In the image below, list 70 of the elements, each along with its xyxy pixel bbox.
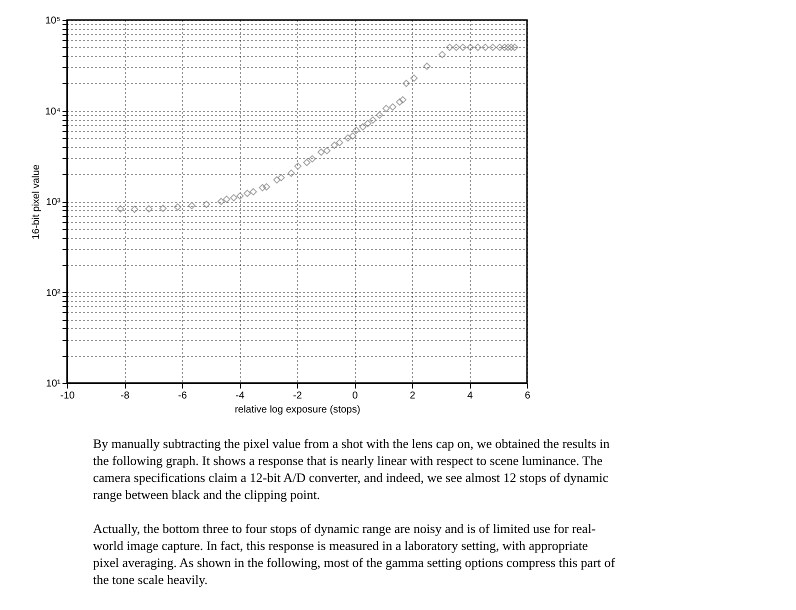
point bbox=[258, 184, 266, 192]
point bbox=[336, 138, 344, 146]
point bbox=[130, 206, 138, 213]
text: Actually, the bottom three to four stops of dynamic range are noisy and is of limited use for real-world image capture. In fact, this response is measured in a laboratory setting, with appropriate pixel averaging. As shown in the following, most of the gamma setting options compress this part of the tone scale heavily. bbox=[93, 521, 616, 587]
x-tick-label: -10 bbox=[60, 390, 76, 402]
point bbox=[352, 126, 360, 134]
point bbox=[236, 192, 244, 200]
y-axis-title: 16-bit pixel value bbox=[31, 164, 42, 240]
point bbox=[202, 200, 210, 208]
point bbox=[359, 123, 366, 131]
point bbox=[278, 174, 285, 182]
x-tick-label: 0 bbox=[352, 390, 358, 402]
y-tick-label: 10³ bbox=[46, 197, 62, 208]
point bbox=[489, 44, 496, 51]
point bbox=[317, 148, 325, 156]
point bbox=[423, 62, 431, 70]
point bbox=[294, 162, 302, 170]
point bbox=[288, 170, 295, 177]
point bbox=[369, 116, 377, 124]
x-axis-title: relative log exposure (stops) bbox=[234, 404, 360, 416]
point bbox=[303, 158, 310, 166]
point bbox=[459, 44, 467, 51]
point bbox=[250, 188, 257, 196]
point bbox=[410, 74, 418, 82]
point bbox=[482, 44, 489, 51]
point bbox=[376, 111, 384, 119]
point bbox=[364, 120, 372, 128]
point bbox=[188, 202, 196, 210]
point bbox=[466, 44, 474, 51]
point bbox=[389, 103, 396, 111]
y-tick-label: 10¹ bbox=[46, 378, 62, 390]
point bbox=[396, 98, 404, 106]
point bbox=[474, 44, 482, 51]
point bbox=[330, 142, 338, 149]
x-tick-label: -8 bbox=[120, 390, 130, 402]
point bbox=[230, 194, 238, 202]
point bbox=[222, 196, 230, 203]
x-tick-label: -2 bbox=[293, 390, 302, 402]
point bbox=[217, 198, 225, 206]
point bbox=[273, 176, 281, 184]
point bbox=[382, 104, 390, 112]
x-tick-label: 4 bbox=[467, 390, 474, 402]
point bbox=[504, 44, 512, 51]
y-tick-label: 10⁴ bbox=[45, 106, 60, 118]
point bbox=[452, 44, 460, 51]
point bbox=[145, 205, 153, 213]
point bbox=[508, 44, 515, 51]
point bbox=[446, 44, 454, 51]
x-tick-label: -6 bbox=[178, 390, 188, 402]
point bbox=[116, 205, 124, 213]
x-tick-label: 2 bbox=[410, 390, 416, 402]
point bbox=[308, 155, 316, 163]
point bbox=[159, 204, 167, 212]
point bbox=[510, 44, 518, 51]
point bbox=[244, 190, 251, 198]
point bbox=[500, 44, 508, 51]
y-tick-label: 10² bbox=[46, 288, 62, 299]
point bbox=[174, 203, 182, 211]
point bbox=[399, 96, 406, 104]
text: By manually subtracting the pixel value from a shot with the lens cap on, we obtained the results in the following graph. It shows a response that is nearly linear with respect to scene luminance. The camera specifications claim a 12-bit A/D converter, and indeed, we see almost 12 stops of dynamic range between black and the clipping point. bbox=[93, 436, 610, 502]
point bbox=[402, 80, 410, 88]
point bbox=[344, 134, 352, 142]
point bbox=[438, 50, 446, 58]
y-tick-label: 10⁵ bbox=[45, 16, 60, 26]
point bbox=[323, 147, 331, 154]
point bbox=[349, 132, 356, 140]
point bbox=[262, 183, 270, 191]
point bbox=[496, 44, 504, 51]
x-tick-label: 6 bbox=[524, 390, 531, 402]
x-tick-label: -4 bbox=[236, 390, 245, 402]
